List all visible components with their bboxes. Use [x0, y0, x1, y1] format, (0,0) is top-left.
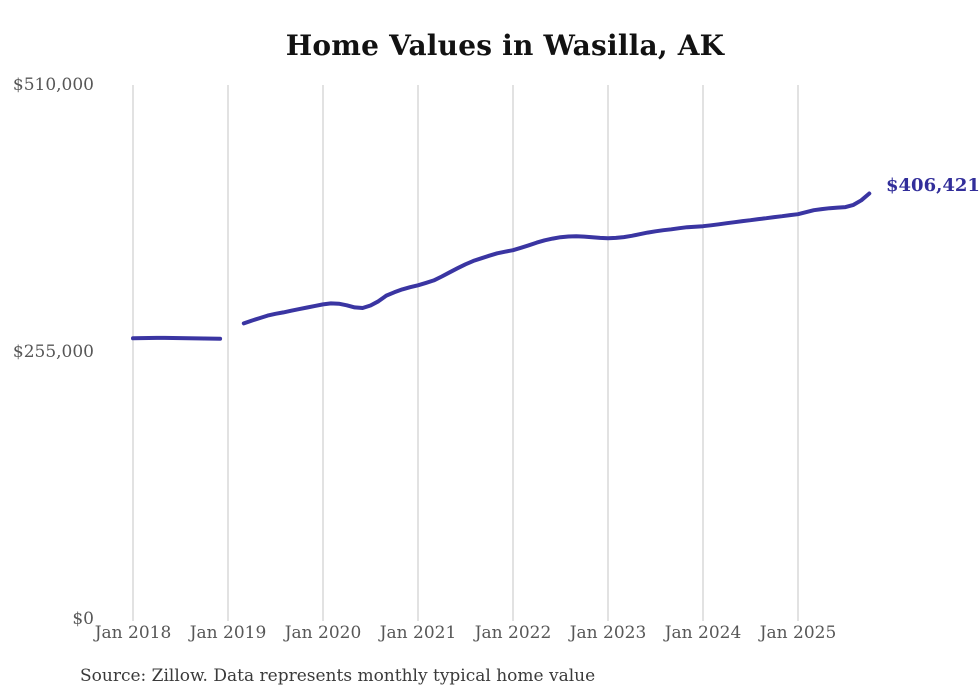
- x-axis-tick-jan-2022: Jan 2022: [474, 623, 552, 643]
- x-axis-tick-jan-2023: Jan 2023: [569, 623, 647, 643]
- home-value-series-line: [131, 191, 872, 341]
- y-axis-tick-510000: $510,000: [12, 75, 94, 95]
- x-axis-tick-jan-2019: Jan 2019: [189, 623, 267, 643]
- series-end-value-label: $406,421: [886, 175, 980, 196]
- x-axis-tick-jan-2025: Jan 2025: [759, 623, 837, 643]
- x-axis-tick-jan-2018: Jan 2018: [94, 623, 172, 643]
- y-axis-tick-0: $0: [72, 609, 94, 629]
- chart-title: Home Values in Wasilla, AK: [285, 29, 725, 62]
- x-axis-tick-jan-2024: Jan 2024: [664, 623, 742, 643]
- source-note: Source: Zillow. Data represents monthly …: [80, 666, 596, 686]
- y-axis-tick-255000: $255,000: [12, 342, 94, 362]
- x-axis-tick-jan-2020: Jan 2020: [284, 623, 362, 643]
- x-axis-tick-jan-2021: Jan 2021: [379, 623, 457, 643]
